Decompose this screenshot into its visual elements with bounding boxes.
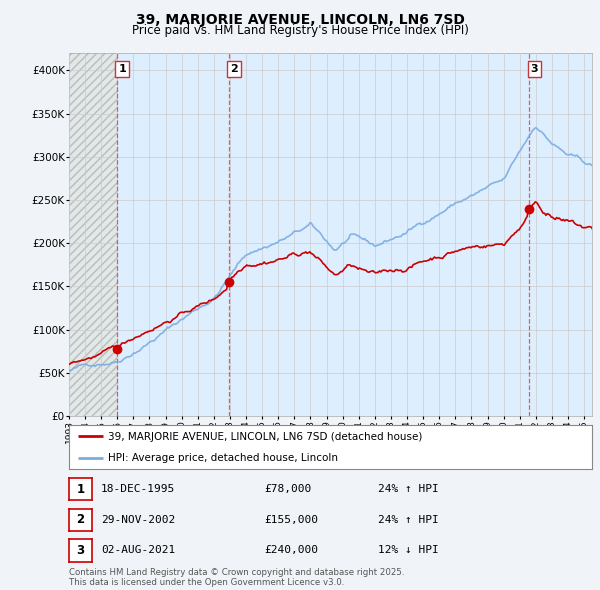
Text: Price paid vs. HM Land Registry's House Price Index (HPI): Price paid vs. HM Land Registry's House …	[131, 24, 469, 37]
Text: 39, MARJORIE AVENUE, LINCOLN, LN6 7SD: 39, MARJORIE AVENUE, LINCOLN, LN6 7SD	[136, 13, 464, 27]
Text: £240,000: £240,000	[264, 546, 318, 555]
Text: 18-DEC-1995: 18-DEC-1995	[101, 484, 175, 494]
Text: 1: 1	[76, 483, 85, 496]
Text: 2: 2	[230, 64, 238, 74]
Text: 1: 1	[118, 64, 126, 74]
Text: 29-NOV-2002: 29-NOV-2002	[101, 515, 175, 525]
Text: 39, MARJORIE AVENUE, LINCOLN, LN6 7SD (detached house): 39, MARJORIE AVENUE, LINCOLN, LN6 7SD (d…	[108, 432, 422, 442]
Text: Contains HM Land Registry data © Crown copyright and database right 2025.
This d: Contains HM Land Registry data © Crown c…	[69, 568, 404, 587]
Text: 12% ↓ HPI: 12% ↓ HPI	[378, 546, 439, 555]
Text: HPI: Average price, detached house, Lincoln: HPI: Average price, detached house, Linc…	[108, 454, 338, 463]
Bar	[229, 53, 529, 416]
Text: 2: 2	[76, 513, 85, 526]
Text: 3: 3	[76, 544, 85, 557]
Bar	[529, 53, 592, 416]
Text: £155,000: £155,000	[264, 515, 318, 525]
Text: 3: 3	[531, 64, 538, 74]
Bar	[69, 53, 116, 416]
Bar	[116, 53, 229, 416]
Text: 02-AUG-2021: 02-AUG-2021	[101, 546, 175, 555]
Text: 24% ↑ HPI: 24% ↑ HPI	[378, 515, 439, 525]
Text: 24% ↑ HPI: 24% ↑ HPI	[378, 484, 439, 494]
Text: £78,000: £78,000	[264, 484, 311, 494]
